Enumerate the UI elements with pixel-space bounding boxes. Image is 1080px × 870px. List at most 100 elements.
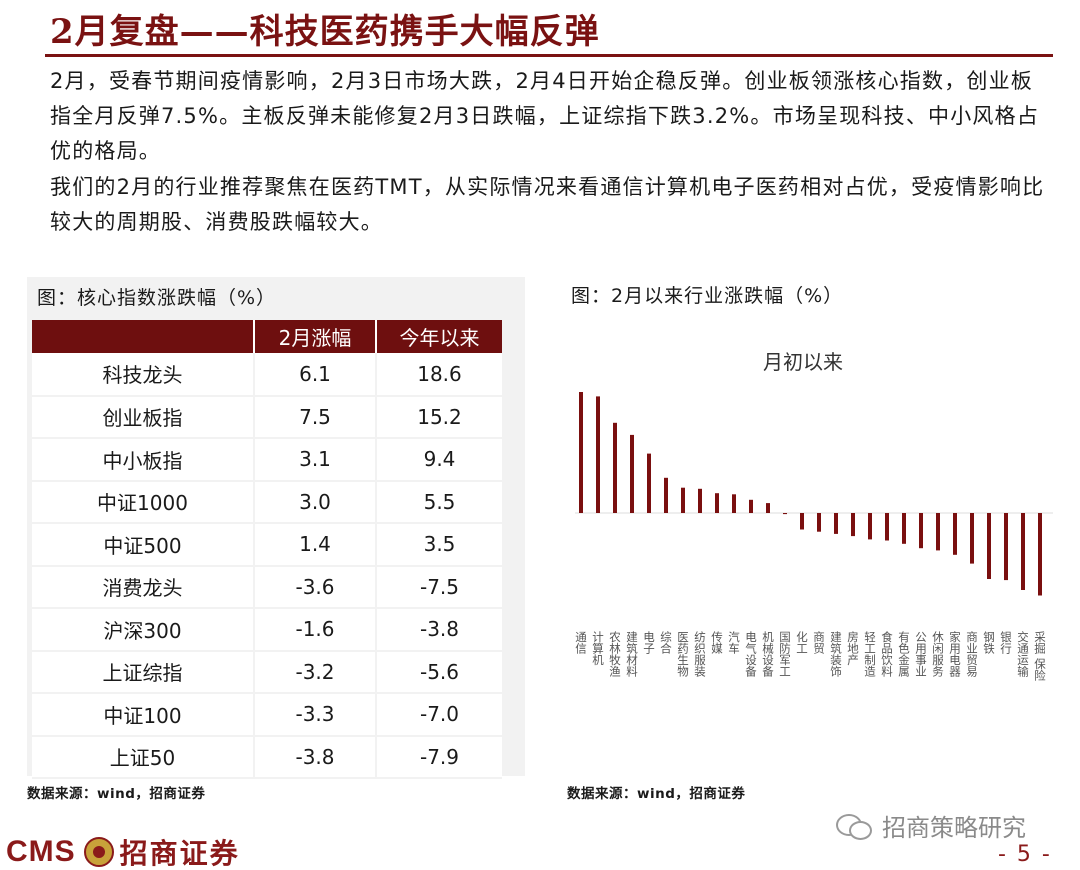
table-row: 创业板指 7.5 15.2 <box>32 395 502 439</box>
table-row: 上证50 -3.8 -7.9 <box>32 735 502 779</box>
wechat-watermark: 招商策略研究 <box>836 808 1026 843</box>
bar <box>987 513 991 579</box>
bar <box>970 513 974 564</box>
x-tick-label: 国防军工 <box>778 631 792 677</box>
bar <box>834 513 838 534</box>
summary-paragraph: 2月，受春节期间疫情影响，2月3日市场大跌，2月4日开始企稳反弹。创业板领涨核心… <box>50 69 1040 163</box>
ytd-change-cell: -5.6 <box>376 650 502 694</box>
feb-change-cell: 6.1 <box>254 353 377 397</box>
feb-change-cell: 3.1 <box>254 438 377 482</box>
table-row: 沪深300 -1.6 -3.8 <box>32 608 502 652</box>
x-tick-label: 商业贸易 <box>965 630 979 678</box>
feb-change-cell: -3.3 <box>254 693 377 737</box>
x-tick-label: 传媒 <box>710 630 724 655</box>
index-name-cell: 中证500 <box>32 523 255 567</box>
table-row: 中小板指 3.1 9.4 <box>32 438 502 482</box>
index-table: 2月涨幅 今年以来 科技龙头 6.1 18.6 创业板指 7.5 15.2 中小板指 3.1 9… <box>32 320 502 779</box>
bar <box>664 477 668 513</box>
ytd-change-cell: -7.9 <box>376 735 502 779</box>
bar <box>715 493 719 513</box>
x-tick-label: 休闲服务 <box>931 631 945 677</box>
column-header <box>32 320 255 353</box>
bar <box>902 513 906 544</box>
bar <box>800 513 804 530</box>
x-tick-label: 化工 <box>795 630 809 654</box>
ytd-change-cell: 9.4 <box>376 438 502 482</box>
x-tick-label: 建筑装饰 <box>829 630 843 677</box>
column-header: 今年以来 <box>376 320 502 353</box>
ytd-change-cell: 3.5 <box>376 523 502 567</box>
index-name-cell: 消费龙头 <box>32 565 255 609</box>
x-tick-label: 纺织服装 <box>693 630 707 678</box>
recommendation-paragraph: 我们的2月的行业推荐聚焦在医药TMT，从实际情况来看通信计算机电子医药相对占优，… <box>50 175 1045 234</box>
x-tick-label: 交通运输 <box>1016 630 1030 678</box>
x-tick-label: 商贸 <box>812 630 826 655</box>
x-tick-label: 房地产 <box>846 631 860 666</box>
x-tick-label: 电气设备 <box>744 631 758 678</box>
index-name-cell: 中小板指 <box>32 438 255 482</box>
bar <box>953 513 957 555</box>
index-name-cell: 科技龙头 <box>32 353 255 397</box>
wechat-account-name: 招商策略研究 <box>882 814 1026 842</box>
title-divider <box>45 54 1053 57</box>
column-header: 2月涨幅 <box>254 320 377 353</box>
bar <box>579 392 583 513</box>
x-tick-label: 公用事业 <box>914 631 928 677</box>
bar <box>698 488 702 513</box>
cms-brand-name: 招商证券 <box>119 837 240 870</box>
x-tick-label: 电子 <box>642 631 656 654</box>
chart-source: 数据来源：wind，招商证券 <box>567 786 746 802</box>
x-tick-label: 家用电器 <box>948 630 962 678</box>
feb-change-cell: -3.2 <box>254 650 377 694</box>
feb-change-cell: -3.6 <box>254 565 377 609</box>
table-row: 中证1000 3.0 5.5 <box>32 480 502 524</box>
index-name-cell: 中证1000 <box>32 480 255 524</box>
table-source: 数据来源：wind，招商证券 <box>27 786 206 802</box>
x-tick-label: 综合 <box>659 630 673 654</box>
x-tick-label: 农林牧渔 <box>608 630 622 678</box>
bar <box>851 513 855 537</box>
x-tick-label: 轻工制造 <box>863 630 877 677</box>
x-tick-label: 银行 <box>999 630 1013 655</box>
page-number: - 5 - <box>998 842 1052 867</box>
cms-seal-icon <box>83 837 114 867</box>
feb-change-cell: -1.6 <box>254 608 377 652</box>
ytd-change-cell: 18.6 <box>376 353 502 397</box>
index-name-cell: 沪深300 <box>32 608 255 652</box>
wechat-icon <box>836 812 872 840</box>
page-title: 2月复盘——科技医药携手大幅反弹 <box>50 12 600 52</box>
x-tick-label: 建筑材料 <box>625 630 639 678</box>
bar <box>868 513 872 540</box>
bar <box>1021 513 1025 590</box>
table-row: 消费龙头 -3.6 -7.5 <box>32 565 502 609</box>
bar <box>613 422 617 513</box>
table-row: 科技龙头 6.1 18.6 <box>32 353 502 397</box>
x-tick-label: 通信 <box>574 631 588 655</box>
x-tick-label: 钢铁 <box>982 631 996 654</box>
bar <box>596 396 600 513</box>
x-tick-label: 食品饮料 <box>880 630 894 678</box>
table-row: 上证综指 -3.2 -5.6 <box>32 650 502 694</box>
table-row: 中证500 1.4 3.5 <box>32 523 502 567</box>
bar <box>630 434 634 513</box>
index-name-cell: 上证综指 <box>32 650 255 694</box>
bar <box>766 503 770 513</box>
x-tick-label: 有色金属 <box>897 630 911 678</box>
industry-bar-chart: 151050-5-10月初以来通信计算机农林牧渔建筑材料电子综合医药生物纺织服装… <box>574 350 1053 681</box>
ytd-change-cell: -7.5 <box>376 565 502 609</box>
feb-change-cell: -3.8 <box>254 735 377 779</box>
bar <box>817 513 821 532</box>
index-name-cell: 创业板指 <box>32 395 255 439</box>
index-table-panel: 图：核心指数涨跌幅（%） 2月涨幅 今年以来 科技龙头 6.1 18.6 创业板指 7.… <box>27 277 525 779</box>
bar <box>1004 513 1008 581</box>
cms-logo: CMS 招商证券 <box>6 832 240 870</box>
table-row: 中证100 -3.3 -7.0 <box>32 693 502 737</box>
ytd-change-cell: 15.2 <box>376 395 502 439</box>
industry-chart-title: 图：2月以来行业涨跌幅（%） <box>571 285 844 307</box>
feb-change-cell: 7.5 <box>254 395 377 439</box>
cms-logo-text: CMS <box>6 835 76 868</box>
x-tick-label: 机械设备 <box>761 630 775 678</box>
index-name-cell: 中证100 <box>32 693 255 737</box>
feb-change-cell: 1.4 <box>254 523 377 567</box>
feb-change-cell: 3.0 <box>254 480 377 524</box>
